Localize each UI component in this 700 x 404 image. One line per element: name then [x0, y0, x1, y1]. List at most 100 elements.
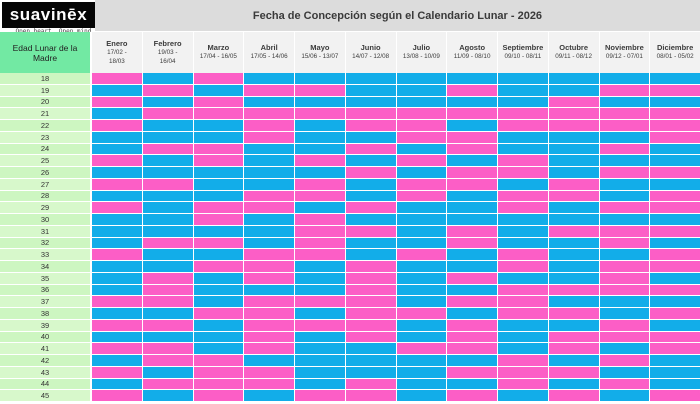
age-label: 27	[0, 178, 92, 190]
pink-cell	[498, 120, 549, 131]
pink-cell	[142, 343, 194, 354]
age-label: 36	[0, 284, 92, 296]
blue-cell	[650, 319, 700, 331]
blue-cell	[295, 284, 346, 296]
pink-cell	[498, 190, 549, 202]
blue-cell	[92, 378, 143, 390]
blue-cell	[498, 131, 549, 143]
age-label: 42	[0, 355, 92, 366]
blue-cell	[193, 284, 245, 296]
month-date-range: 09/12 - 07/01	[605, 53, 643, 61]
month-name: Abril	[260, 43, 278, 53]
pink-cell	[345, 390, 397, 401]
blue-cell	[193, 190, 245, 202]
pink-cell	[599, 167, 651, 178]
blue-cell	[92, 190, 143, 202]
blue-cell	[345, 355, 397, 366]
blue-cell	[396, 202, 448, 213]
blue-cell	[142, 214, 194, 225]
month-header-febrero: Febrero 19/03 -16/04	[142, 32, 194, 73]
blue-cell	[244, 225, 295, 237]
month-header-junio: Junio 14/07 - 12/08	[345, 32, 397, 73]
pink-cell	[447, 108, 498, 119]
month-date-range: 09/11 - 08/12	[555, 53, 592, 61]
blue-cell	[396, 214, 448, 225]
pink-cell	[396, 131, 448, 143]
pink-cell	[142, 272, 194, 284]
blue-cell	[142, 96, 194, 108]
blue-cell	[396, 319, 448, 331]
age-label: 22	[0, 120, 92, 131]
blue-cell	[447, 249, 498, 260]
blue-cell	[92, 225, 143, 237]
table-row-age-23: 23	[0, 131, 700, 144]
blue-cell	[548, 378, 600, 390]
blue-cell	[193, 272, 245, 284]
age-label: 31	[0, 225, 92, 237]
blue-cell	[244, 284, 295, 296]
blue-cell	[548, 355, 600, 366]
pink-cell	[244, 272, 295, 284]
blue-cell	[548, 249, 600, 260]
blue-cell	[295, 331, 346, 343]
pink-cell	[92, 249, 143, 260]
blue-cell	[244, 73, 295, 84]
pink-cell	[650, 331, 700, 343]
age-label: 29	[0, 202, 92, 213]
pink-cell	[345, 331, 397, 343]
blue-cell	[599, 390, 651, 401]
blue-cell	[92, 214, 143, 225]
pink-cell	[498, 202, 549, 213]
month-name: Julio	[412, 43, 431, 53]
age-label: 19	[0, 84, 92, 96]
month-date-range: 15/06 - 13/07	[301, 53, 339, 61]
pink-cell	[599, 261, 651, 272]
blue-cell	[244, 96, 295, 108]
pink-cell	[345, 225, 397, 237]
pink-cell	[650, 225, 700, 237]
blue-cell	[193, 84, 245, 96]
table-row-age-35: 35	[0, 272, 700, 285]
pink-cell	[142, 296, 194, 307]
age-label: 24	[0, 143, 92, 155]
pink-cell	[92, 120, 143, 131]
age-label: 23	[0, 131, 92, 143]
blue-cell	[548, 131, 600, 143]
blue-cell	[447, 120, 498, 131]
pink-cell	[345, 202, 397, 213]
blue-cell	[345, 84, 397, 96]
pink-cell	[295, 84, 346, 96]
pink-cell	[92, 96, 143, 108]
blue-cell	[650, 155, 700, 166]
pink-cell	[447, 225, 498, 237]
blue-cell	[498, 143, 549, 155]
pink-cell	[548, 343, 600, 354]
table-row-age-20: 20	[0, 96, 700, 109]
pink-cell	[498, 108, 549, 119]
blue-cell	[345, 178, 397, 190]
page-title: Fecha de Concepción según el Calendario …	[252, 9, 543, 22]
month-name: Septiembre	[502, 43, 544, 53]
month-name: Mayo	[310, 43, 330, 53]
month-name: Febrero	[153, 39, 182, 49]
blue-cell	[650, 378, 700, 390]
blue-cell	[650, 143, 700, 155]
blue-cell	[193, 249, 245, 260]
month-date-range: 11/09 - 08/10	[453, 53, 491, 61]
blue-cell	[650, 272, 700, 284]
pink-cell	[548, 120, 600, 131]
pink-cell	[650, 261, 700, 272]
blue-cell	[142, 261, 194, 272]
pink-cell	[599, 120, 651, 131]
blue-cell	[447, 73, 498, 84]
pink-cell	[193, 96, 245, 108]
blue-cell	[396, 355, 448, 366]
blue-cell	[345, 131, 397, 143]
pink-cell	[244, 249, 295, 260]
blue-cell	[650, 96, 700, 108]
blue-cell	[244, 237, 295, 249]
blue-cell	[599, 214, 651, 225]
blue-cell	[599, 308, 651, 319]
pink-cell	[447, 131, 498, 143]
table-row-age-26: 26	[0, 167, 700, 179]
